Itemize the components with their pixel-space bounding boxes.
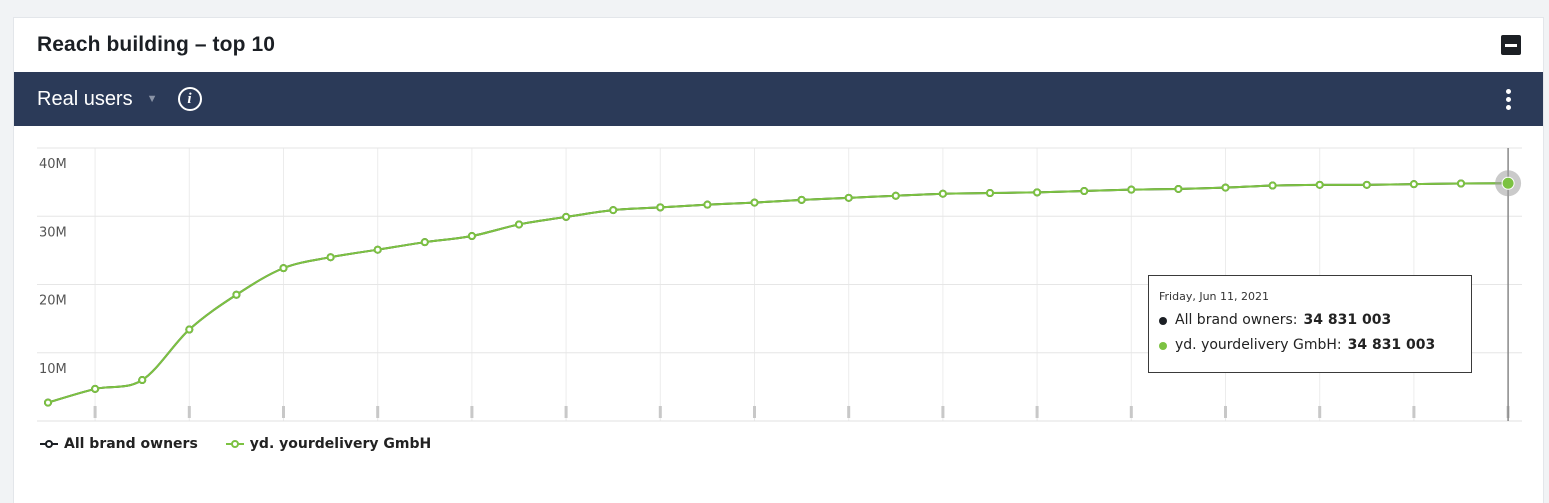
data-point xyxy=(44,398,52,407)
legend-label: All brand owners xyxy=(64,436,198,452)
x-tick-mark xyxy=(282,406,285,418)
data-point xyxy=(1127,185,1136,194)
x-tick-mark xyxy=(187,406,191,418)
x-tick-mark xyxy=(1318,406,1322,418)
data-point xyxy=(609,206,618,215)
kebab-menu-icon[interactable] xyxy=(1502,87,1515,112)
metric-dropdown[interactable]: Real users ▼ xyxy=(37,88,158,111)
data-point xyxy=(138,376,147,385)
x-tick-mark xyxy=(1224,406,1227,418)
data-point xyxy=(1362,180,1371,189)
data-point xyxy=(844,193,853,202)
data-point xyxy=(891,191,900,200)
data-point xyxy=(1174,184,1183,193)
tooltip-row-value: 34 831 003 xyxy=(1347,337,1436,353)
legend-label: yd. yourdelivery GmbH xyxy=(249,436,432,452)
x-tick-mark xyxy=(1129,406,1133,418)
reach-chart: 10M20M30M40M12. May14. May16. May18. May… xyxy=(37,147,1522,444)
x-tick-mark xyxy=(658,406,662,418)
metric-dropdown-label: Real users xyxy=(37,87,133,110)
data-point xyxy=(1033,188,1042,197)
data-point xyxy=(1268,181,1277,190)
x-tick-mark xyxy=(847,406,851,418)
data-point xyxy=(562,212,571,221)
data-point xyxy=(750,198,759,207)
data-point xyxy=(1080,186,1089,195)
data-point xyxy=(938,189,947,198)
tooltip-date: Friday, Jun 11, 2021 xyxy=(1159,290,1269,303)
data-point xyxy=(1457,179,1465,188)
tooltip-row: yd. yourdelivery GmbH: 34 831 003 xyxy=(1159,333,1461,358)
tooltip-row-label: All brand owners: xyxy=(1175,312,1298,328)
x-tick-mark xyxy=(753,406,756,418)
data-point xyxy=(515,220,523,229)
tooltip-row: All brand owners: 34 831 003 xyxy=(1159,308,1461,333)
y-tick-label: 10M xyxy=(39,362,67,377)
y-tick-label: 20M xyxy=(39,294,67,309)
x-tick-mark xyxy=(1035,406,1039,418)
x-tick-mark xyxy=(941,406,945,418)
y-tick-label: 40M xyxy=(39,157,67,172)
legend-line-icon xyxy=(225,440,244,448)
data-point xyxy=(986,189,994,198)
data-point xyxy=(420,238,429,247)
caret-down-icon: ▼ xyxy=(146,93,158,105)
chart-tooltip: Friday, Jun 11, 2021 All brand owners: 3… xyxy=(1148,275,1472,373)
info-icon[interactable]: i xyxy=(177,87,202,111)
series-dot xyxy=(1159,316,1167,325)
legend-item-all-brand-owners[interactable]: All brand owners xyxy=(40,436,198,452)
tooltip-row-value: 34 831 003 xyxy=(1303,312,1392,328)
collapse-icon[interactable] xyxy=(1501,35,1521,55)
card-header: Reach building – top 10 xyxy=(14,18,1543,72)
x-tick-mark xyxy=(376,406,380,418)
chart-area: 10M20M30M40M12. May14. May16. May18. May… xyxy=(0,108,1549,444)
x-tick-mark xyxy=(93,406,97,418)
data-point xyxy=(279,264,288,273)
card-title: Reach building – top 10 xyxy=(37,33,275,56)
data-point xyxy=(1409,180,1418,189)
data-point xyxy=(797,195,806,204)
data-point xyxy=(467,232,476,241)
chart-legend: All brand owners yd. yourdelivery GmbH xyxy=(40,436,431,452)
data-point xyxy=(185,325,194,334)
tooltip-row-label: yd. yourdelivery GmbH: xyxy=(1175,337,1342,353)
x-tick-mark xyxy=(470,406,474,418)
data-point xyxy=(656,203,665,212)
reach-building-card: Reach building – top 10 Real users ▼ i xyxy=(13,17,1544,503)
x-tick-mark xyxy=(1412,406,1416,418)
y-tick-label: 30M xyxy=(39,225,67,240)
legend-item-yourdelivery[interactable]: yd. yourdelivery GmbH xyxy=(225,436,432,452)
series-dot xyxy=(1159,341,1167,350)
data-point xyxy=(326,253,335,262)
hover-point xyxy=(1501,176,1515,190)
data-point xyxy=(1315,180,1324,189)
data-point xyxy=(703,200,712,209)
legend-line-icon xyxy=(40,440,58,448)
x-tick-mark xyxy=(564,406,568,418)
data-point xyxy=(232,290,241,299)
data-point xyxy=(373,245,382,254)
chart-toolbar: Real users ▼ i xyxy=(14,72,1543,126)
data-point xyxy=(91,384,100,393)
data-point xyxy=(1221,183,1230,192)
